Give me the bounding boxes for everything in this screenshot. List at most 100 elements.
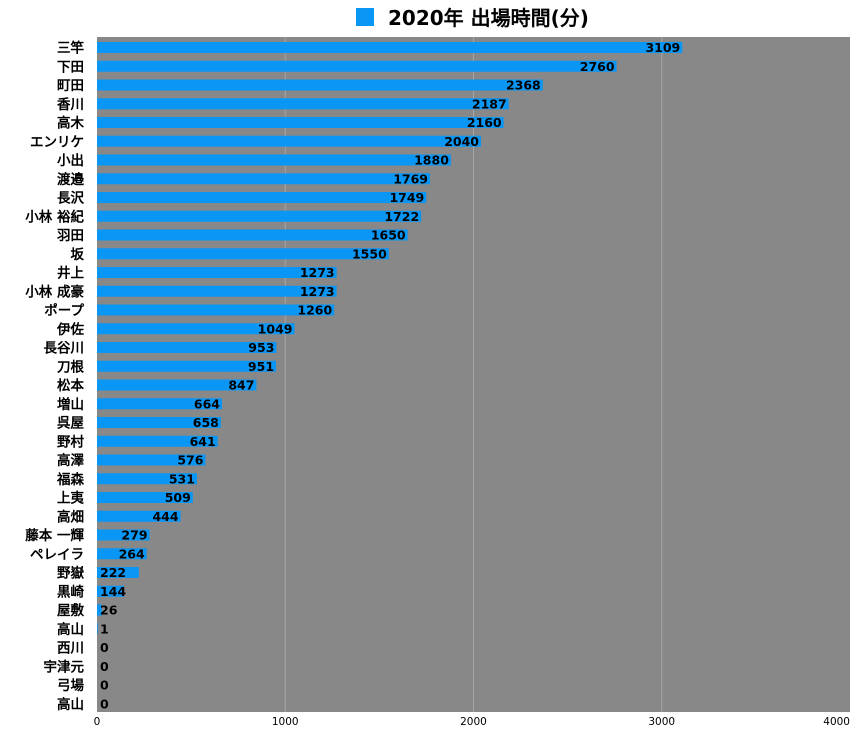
bar	[97, 398, 222, 410]
x-tick-label: 3000	[648, 716, 675, 728]
bar	[97, 154, 451, 166]
bar-value-label: 2368	[506, 78, 541, 93]
bar-value-label: 444	[152, 509, 178, 524]
bar	[97, 229, 408, 241]
category-label: 長沢	[57, 190, 84, 207]
category-label: 西川	[57, 641, 84, 657]
bar	[97, 192, 427, 203]
bar	[97, 492, 193, 503]
bar-value-label: 664	[194, 396, 220, 411]
bar	[97, 304, 335, 316]
bar	[97, 60, 617, 72]
category-label: 渡邉	[57, 171, 84, 188]
x-tick-label: 1000	[272, 716, 299, 728]
bar-value-label: 1880	[414, 153, 449, 168]
bar	[97, 360, 277, 372]
bar-value-label: 953	[248, 340, 274, 355]
bar	[97, 173, 431, 185]
x-axis-tick-labels: 0 1000 2000 3000 4000	[94, 716, 850, 728]
category-label: 伊佐	[56, 321, 84, 338]
category-label: 井上	[57, 265, 84, 282]
category-label: 香川	[56, 96, 84, 113]
category-label: 三竿	[57, 40, 84, 57]
bar	[97, 585, 125, 597]
bar-value-label: 0	[100, 678, 109, 693]
bar-value-label: 1722	[384, 209, 419, 224]
bar-value-label: 951	[248, 359, 274, 374]
category-label: 弓場	[57, 677, 84, 694]
category-label: 宇津元	[44, 658, 85, 675]
category-label: 高木	[57, 115, 84, 132]
bar	[97, 267, 337, 278]
bar	[97, 98, 509, 110]
bar	[97, 135, 482, 147]
bar	[97, 42, 683, 53]
bar-value-label: 279	[121, 528, 147, 543]
x-tick-label: 0	[94, 716, 101, 728]
category-label: 黒崎	[57, 583, 84, 600]
bar	[97, 604, 102, 616]
bar	[97, 323, 295, 335]
bar-value-label: 2040	[444, 134, 479, 149]
category-label: 刀根	[57, 358, 84, 375]
bar	[97, 417, 221, 428]
category-label: 藤本 一輝	[25, 527, 84, 544]
category-label: 坂	[71, 246, 85, 263]
legend-swatch	[356, 8, 374, 26]
bar-value-label: 144	[100, 584, 126, 599]
category-label: 上夷	[57, 490, 84, 507]
category-label: 高澤	[57, 452, 84, 469]
bar-value-label: 1049	[258, 321, 293, 336]
value-labels: 3109 2760 2368 2187 2160 2040 1880 1769 1749 1722…	[100, 40, 680, 711]
category-label: 野村	[57, 433, 84, 450]
category-label: 町田	[57, 78, 84, 94]
bar-value-label: 264	[119, 546, 145, 561]
bar-value-label: 3109	[645, 40, 680, 55]
bar-value-label: 658	[193, 415, 219, 430]
bar	[97, 342, 277, 353]
bar-value-label: 1650	[371, 228, 406, 243]
bar-value-label: 1749	[389, 190, 424, 205]
category-label: 小林 裕紀	[25, 208, 84, 225]
bar-value-label: 1260	[297, 303, 332, 318]
bar-value-label: 641	[190, 434, 216, 449]
bar	[97, 379, 257, 391]
bar	[97, 248, 389, 260]
category-label: 松本	[57, 377, 84, 394]
category-label: 屋敷	[57, 602, 84, 619]
bar-value-label: 1273	[300, 265, 335, 280]
category-label: 羽田	[57, 228, 84, 244]
x-tick-label: 2000	[460, 716, 487, 728]
bar-value-label: 0	[100, 696, 109, 711]
category-label: 呉屋	[57, 416, 84, 432]
bar	[97, 473, 197, 485]
bar-value-label: 1273	[300, 284, 335, 299]
bar	[97, 79, 543, 91]
bar	[97, 117, 504, 128]
bar-value-label: 0	[100, 659, 109, 674]
bar	[97, 623, 98, 635]
bar-value-label: 2187	[472, 96, 507, 111]
bar-value-label: 1769	[393, 171, 428, 186]
category-label: 野嶽	[57, 566, 84, 582]
category-label: 高山	[57, 696, 84, 713]
bar	[97, 529, 150, 541]
bar	[97, 210, 422, 222]
category-label: ポープ	[44, 302, 84, 319]
x-tick-label: 4000	[823, 716, 850, 728]
bar	[97, 510, 181, 522]
bar	[97, 454, 206, 466]
bar-value-label: 2160	[467, 115, 502, 130]
bar-value-label: 2760	[580, 59, 615, 74]
category-label: 小林 成豪	[25, 283, 84, 300]
category-label: エンリケ	[30, 134, 84, 150]
bar-value-label: 847	[228, 378, 254, 393]
category-label: 高畑	[57, 508, 84, 525]
grid-lines	[284, 37, 663, 712]
bar-value-label: 26	[100, 603, 118, 618]
bar-value-label: 222	[100, 565, 126, 580]
bar-value-label: 1	[100, 621, 109, 636]
